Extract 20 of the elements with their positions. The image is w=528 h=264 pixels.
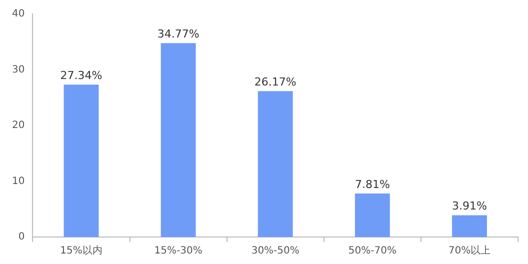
data-label: 26.17% (254, 75, 296, 88)
data-label: 27.34% (60, 68, 102, 82)
x-tick-label: 50%-70% (348, 246, 396, 257)
x-tick-label: 70%以上 (448, 244, 491, 257)
y-tick-label: 40 (12, 8, 25, 20)
x-tick-label: 15%以内 (60, 244, 102, 257)
x-tick-label: 30%-50% (251, 246, 300, 257)
bar (452, 215, 487, 237)
y-tick-label: 0 (18, 232, 25, 243)
data-label: 3.91% (452, 200, 487, 213)
y-tick-label: 20 (12, 120, 25, 132)
y-tick-label: 30 (12, 64, 25, 76)
bar (354, 193, 390, 237)
x-tick-label: 15%-30% (154, 246, 202, 257)
bar (64, 84, 99, 237)
y-tick-label: 10 (12, 176, 25, 187)
data-label: 7.81% (354, 178, 390, 191)
data-label: 34.77% (157, 28, 200, 41)
bar (160, 43, 196, 237)
bar (258, 91, 293, 237)
